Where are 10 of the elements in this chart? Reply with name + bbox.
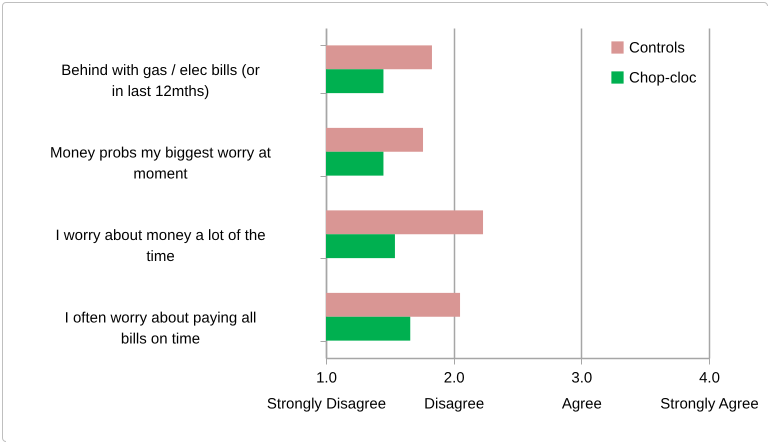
legend-label: Controls: [629, 40, 685, 56]
x-tick-label: 1.0 Strongly Disagree: [266, 370, 386, 412]
legend-label: Chop-cloc: [629, 70, 698, 86]
x-tick-label: 2.0 Disagree: [424, 370, 484, 412]
y-tick-label: Behind with gas / elec bills (or in last 12mths): [61, 62, 260, 100]
x-tick-label: 4.0 Strongly Agree: [660, 370, 759, 412]
x-tick-label: 3.0 Agree: [562, 370, 602, 412]
y-tick-label: I often worry about paying all bills on time: [64, 309, 256, 348]
y-tick-label: I worry about money a lot of the time: [55, 226, 266, 265]
y-tick-label: Money probs my biggest worry at moment: [50, 144, 272, 182]
